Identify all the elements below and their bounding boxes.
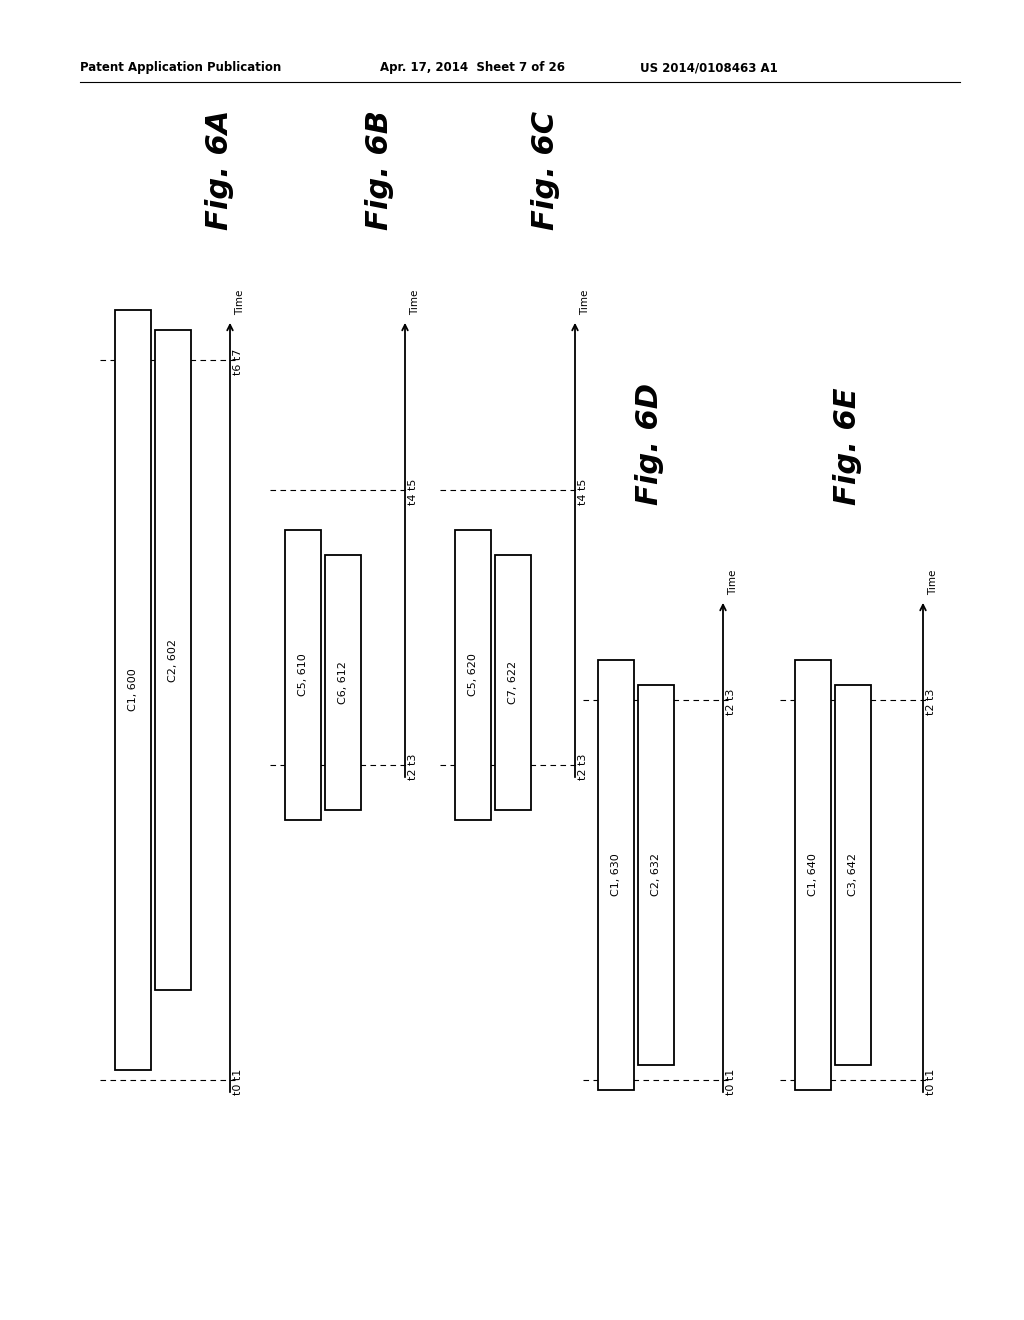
Text: Time: Time — [234, 289, 245, 315]
Text: t6 t7: t6 t7 — [233, 348, 243, 375]
Text: Fig. 6E: Fig. 6E — [834, 387, 862, 506]
Text: Apr. 17, 2014  Sheet 7 of 26: Apr. 17, 2014 Sheet 7 of 26 — [380, 62, 565, 74]
Bar — [495, 554, 531, 810]
Text: C6, 612: C6, 612 — [338, 661, 348, 704]
Text: t2 t3: t2 t3 — [926, 689, 936, 715]
Text: C5, 610: C5, 610 — [298, 653, 308, 697]
Text: Fig. 6A: Fig. 6A — [206, 110, 234, 230]
Text: t2 t3: t2 t3 — [408, 754, 418, 780]
Text: t0 t1: t0 t1 — [926, 1069, 936, 1096]
Text: C5, 620: C5, 620 — [468, 653, 478, 697]
Bar — [598, 660, 634, 1090]
Bar — [155, 330, 191, 990]
Text: C1, 600: C1, 600 — [128, 669, 138, 711]
Bar — [325, 554, 361, 810]
Bar — [638, 685, 674, 1065]
Text: t4 t5: t4 t5 — [578, 479, 588, 506]
Text: t4 t5: t4 t5 — [408, 479, 418, 506]
Bar — [115, 310, 151, 1071]
Text: Fig. 6C: Fig. 6C — [530, 111, 559, 230]
Text: C1, 630: C1, 630 — [611, 854, 621, 896]
Text: t0 t1: t0 t1 — [233, 1069, 243, 1096]
Text: Patent Application Publication: Patent Application Publication — [80, 62, 282, 74]
Text: Time: Time — [928, 570, 938, 595]
Text: C7, 622: C7, 622 — [508, 661, 518, 704]
Bar — [455, 531, 490, 820]
Text: C3, 642: C3, 642 — [848, 854, 858, 896]
Text: t2 t3: t2 t3 — [726, 689, 736, 715]
Text: Time: Time — [580, 289, 590, 315]
Bar — [795, 660, 831, 1090]
Text: t2 t3: t2 t3 — [578, 754, 588, 780]
Bar — [835, 685, 871, 1065]
Bar — [285, 531, 321, 820]
Text: C2, 602: C2, 602 — [168, 639, 178, 681]
Text: C2, 632: C2, 632 — [651, 854, 662, 896]
Text: Fig. 6D: Fig. 6D — [636, 383, 665, 506]
Text: Time: Time — [728, 570, 738, 595]
Text: Time: Time — [410, 289, 420, 315]
Text: Fig. 6B: Fig. 6B — [366, 110, 394, 230]
Text: US 2014/0108463 A1: US 2014/0108463 A1 — [640, 62, 778, 74]
Text: C1, 640: C1, 640 — [808, 854, 818, 896]
Text: t0 t1: t0 t1 — [726, 1069, 736, 1096]
